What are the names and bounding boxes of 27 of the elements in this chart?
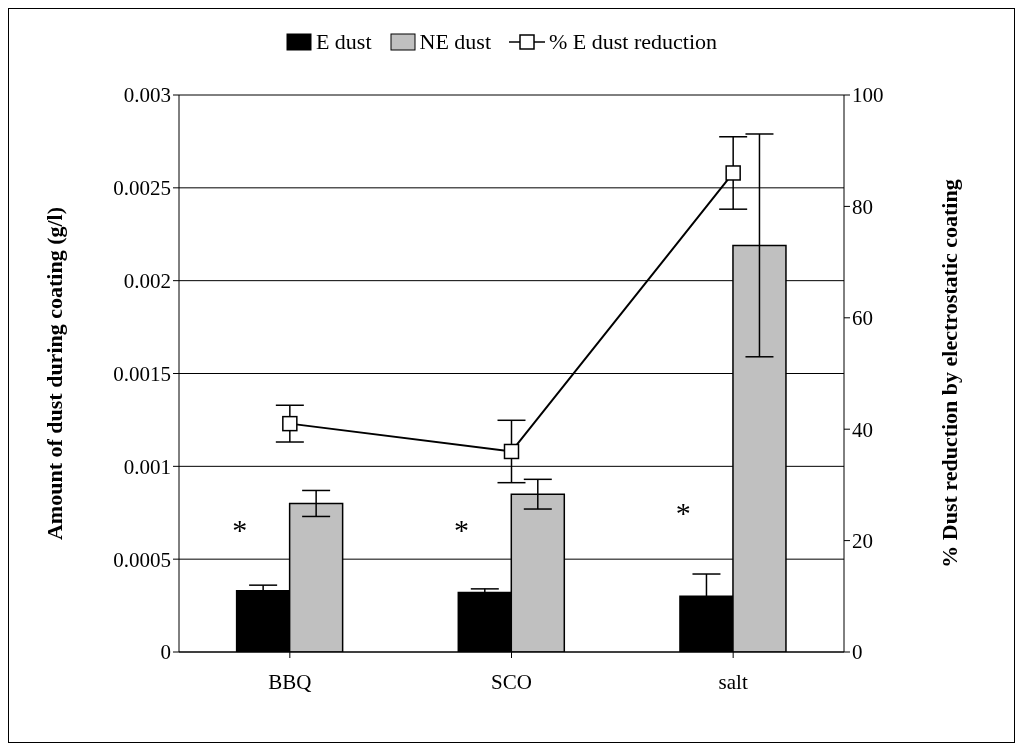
y-tick-label: 0.002 [123,269,171,294]
y-tick-label: 0.0015 [113,361,171,386]
y2-tick-label: 80 [852,194,873,219]
y-axis-title: Amount of dust during coating (g/l) [41,206,67,541]
annotation: * [675,496,691,530]
x-tick-label: BBQ [268,669,312,694]
y2-tick-label: 40 [852,417,873,442]
y2-tick-label: 20 [852,529,873,554]
y2-tick-label: 60 [852,306,873,331]
y2-axis-title: % Dust reduction by electrostatic coating [936,179,962,568]
legend-label: NE dust [419,29,492,55]
y2-tick-label: 0 [852,640,863,665]
point [503,443,520,460]
legend-label: % E dust reduction [549,29,718,55]
point [725,165,741,181]
annotation: * [454,513,469,547]
x-tick-label: SCO [491,669,532,694]
y-tick-label: 0.003 [123,83,171,108]
y-tick-label: 0 [160,640,171,665]
legend-label: E dust [315,29,372,55]
annotation: * [232,513,248,547]
y-tick-label: 0.0025 [113,176,171,201]
y-tick-label: 0.0005 [113,547,171,572]
x-tick-label: salt [718,669,748,694]
y2-tick-label: 100 [852,83,884,108]
point [282,415,298,432]
y-tick-label: 0.001 [123,454,171,479]
